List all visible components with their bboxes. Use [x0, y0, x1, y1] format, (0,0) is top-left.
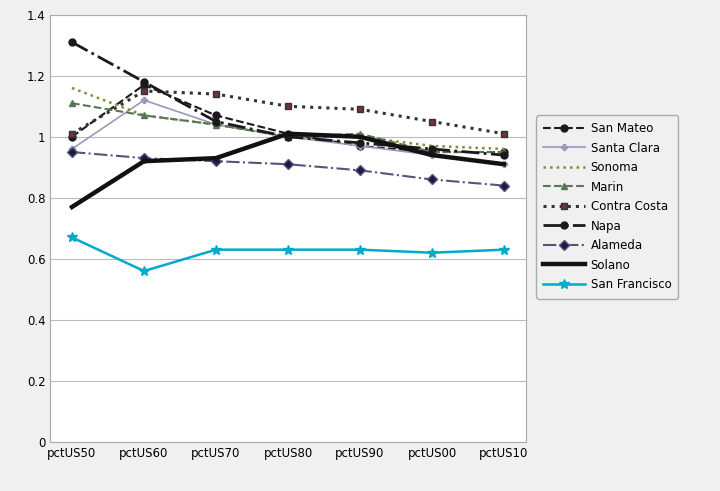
Santa Clara [500, 162, 508, 167]
Alameda [284, 162, 292, 167]
Marin [212, 122, 220, 128]
Contra Costa [212, 91, 220, 97]
Sonoma [140, 112, 148, 118]
Line: Santa Clara: Santa Clara [68, 97, 508, 168]
Alameda [500, 183, 508, 189]
Sonoma [428, 143, 436, 149]
Marin [140, 112, 148, 118]
San Francisco [356, 247, 364, 253]
Napa [284, 134, 292, 140]
Sonoma [212, 122, 220, 128]
San Francisco [68, 235, 76, 241]
Contra Costa [428, 119, 436, 125]
Line: Marin: Marin [68, 100, 508, 156]
Contra Costa [140, 88, 148, 94]
Santa Clara [140, 97, 148, 103]
Sonoma [356, 134, 364, 140]
Santa Clara [68, 146, 76, 152]
San Mateo [212, 112, 220, 118]
San Francisco [500, 247, 508, 253]
San Francisco [284, 247, 292, 253]
Solano [212, 155, 220, 161]
Line: San Francisco: San Francisco [67, 233, 509, 276]
San Mateo [140, 82, 148, 88]
Napa [500, 152, 508, 158]
Alameda [68, 149, 76, 155]
Solano [356, 134, 364, 140]
Marin [356, 131, 364, 136]
Santa Clara [356, 143, 364, 149]
Alameda [212, 158, 220, 164]
Line: Sonoma: Sonoma [72, 88, 504, 149]
Line: Napa: Napa [68, 39, 508, 159]
Sonoma [68, 85, 76, 91]
Sonoma [500, 146, 508, 152]
Alameda [140, 155, 148, 161]
Legend: San Mateo, Santa Clara, Sonoma, Marin, Contra Costa, Napa, Alameda, Solano, San : San Mateo, Santa Clara, Sonoma, Marin, C… [536, 115, 678, 299]
Napa [140, 79, 148, 85]
Marin [68, 100, 76, 106]
Solano [500, 162, 508, 167]
San Mateo [68, 134, 76, 140]
San Francisco [140, 268, 148, 274]
Santa Clara [212, 122, 220, 128]
Napa [356, 140, 364, 146]
Alameda [428, 177, 436, 183]
Solano [284, 131, 292, 136]
Sonoma [284, 134, 292, 140]
San Francisco [428, 250, 436, 256]
Solano [140, 158, 148, 164]
Alameda [356, 167, 364, 173]
Contra Costa [284, 103, 292, 109]
Marin [500, 149, 508, 155]
Santa Clara [428, 152, 436, 158]
Line: Alameda: Alameda [68, 149, 508, 189]
Solano [68, 204, 76, 210]
Solano [428, 152, 436, 158]
Line: Contra Costa: Contra Costa [68, 87, 508, 137]
San Mateo [500, 149, 508, 155]
Contra Costa [356, 107, 364, 112]
Marin [284, 134, 292, 140]
Contra Costa [68, 131, 76, 136]
San Mateo [356, 143, 364, 149]
Santa Clara [284, 134, 292, 140]
Marin [428, 149, 436, 155]
Napa [212, 119, 220, 125]
Napa [428, 146, 436, 152]
San Mateo [284, 131, 292, 136]
San Francisco [212, 247, 220, 253]
San Mateo [428, 149, 436, 155]
Contra Costa [500, 131, 508, 136]
Line: San Mateo: San Mateo [68, 82, 508, 156]
Line: Solano: Solano [72, 134, 504, 207]
Napa [68, 39, 76, 45]
